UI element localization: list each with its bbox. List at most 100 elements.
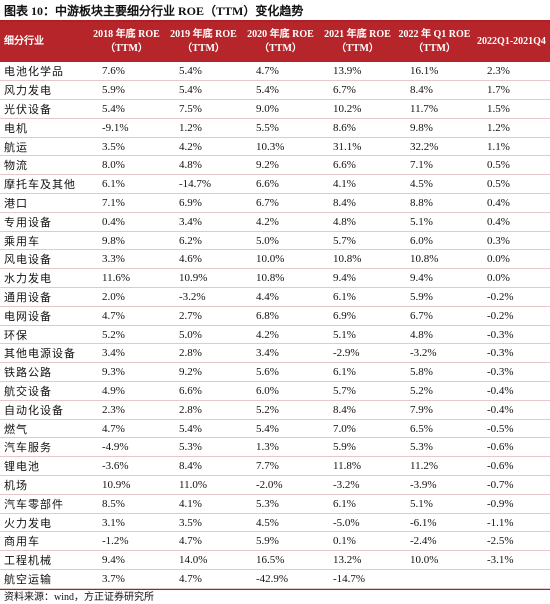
value-cell: 5.3% bbox=[396, 437, 473, 458]
value-cell: 9.2% bbox=[242, 155, 319, 176]
value-cell: 3.5% bbox=[88, 137, 165, 157]
table-row: 风电设备 3.3% 4.6% 10.0% 10.8% 10.8% 0.0% bbox=[0, 249, 550, 270]
value-cell: 11.7% bbox=[396, 99, 473, 119]
value-cell: 6.6% bbox=[242, 174, 319, 195]
value-cell: -0.3% bbox=[473, 362, 550, 383]
table-row: 航运 3.5% 4.2% 10.3% 31.1% 32.2% 1.1% bbox=[0, 137, 550, 157]
header-row: 细分行业 2018 年底 ROE（TTM） 2019 年底 ROE（TTM） 2020… bbox=[0, 22, 550, 62]
value-cell: 4.2% bbox=[165, 137, 242, 157]
table-row: 水力发电 11.6% 10.9% 10.8% 9.4% 9.4% 0.0% bbox=[0, 268, 550, 289]
value-cell: 4.2% bbox=[242, 325, 319, 345]
table-row: 机场 10.9% 11.0% -2.0% -3.2% -3.9% -0.7% bbox=[0, 475, 550, 495]
value-cell: 6.1% bbox=[319, 494, 396, 514]
value-cell: 8.6% bbox=[319, 118, 396, 138]
table-row: 风力发电 5.9% 5.4% 5.4% 6.7% 8.4% 1.7% bbox=[0, 80, 550, 101]
value-cell: 5.4% bbox=[88, 99, 165, 119]
value-cell: 4.8% bbox=[165, 155, 242, 176]
industry-cell: 光伏设备 bbox=[0, 99, 88, 119]
value-cell bbox=[473, 569, 550, 589]
industry-cell: 锂电池 bbox=[0, 456, 88, 477]
industry-cell: 商用车 bbox=[0, 531, 88, 552]
value-cell: -14.7% bbox=[165, 174, 242, 195]
value-cell: 8.5% bbox=[88, 494, 165, 514]
value-cell: 32.2% bbox=[396, 137, 473, 157]
value-cell: 9.8% bbox=[88, 231, 165, 251]
value-cell: 4.7% bbox=[88, 419, 165, 439]
value-cell: 7.7% bbox=[242, 456, 319, 477]
value-cell: -0.3% bbox=[473, 325, 550, 345]
value-cell: 7.1% bbox=[88, 193, 165, 213]
table-row: 其他电源设备 3.4% 2.8% 3.4% -2.9% -3.2% -0.3% bbox=[0, 343, 550, 364]
value-cell: 5.2% bbox=[396, 381, 473, 401]
value-cell: 8.0% bbox=[88, 155, 165, 176]
value-cell: -2.0% bbox=[242, 475, 319, 495]
value-cell: 0.0% bbox=[473, 268, 550, 289]
table-body: 电池化学品 7.6% 5.4% 4.7% 13.9% 16.1% 2.3% 风力发电 5.9% 5… bbox=[0, 62, 550, 589]
value-cell: 9.2% bbox=[165, 362, 242, 383]
value-cell: -3.2% bbox=[319, 475, 396, 495]
value-cell: 6.1% bbox=[88, 174, 165, 195]
value-cell: -0.9% bbox=[473, 494, 550, 514]
value-cell: 5.8% bbox=[396, 362, 473, 383]
value-cell: 1.2% bbox=[473, 118, 550, 138]
value-cell: -0.6% bbox=[473, 456, 550, 477]
value-cell: 5.4% bbox=[165, 62, 242, 82]
value-cell: 4.9% bbox=[88, 381, 165, 401]
table-row: 航空运输 3.7% 4.7% -42.9% -14.7% bbox=[0, 569, 550, 589]
value-cell: 5.0% bbox=[165, 325, 242, 345]
industry-cell: 工程机械 bbox=[0, 550, 88, 571]
value-cell: 3.4% bbox=[242, 343, 319, 364]
value-cell: 1.5% bbox=[473, 99, 550, 119]
value-cell: 0.1% bbox=[319, 531, 396, 552]
value-cell: 10.9% bbox=[165, 268, 242, 289]
table-row: 环保 5.2% 5.0% 4.2% 5.1% 4.8% -0.3% bbox=[0, 325, 550, 345]
industry-cell: 汽车服务 bbox=[0, 437, 88, 458]
value-cell: 0.0% bbox=[473, 249, 550, 270]
value-cell: 5.0% bbox=[242, 231, 319, 251]
value-cell: 6.7% bbox=[319, 80, 396, 101]
value-cell: 11.6% bbox=[88, 268, 165, 289]
value-cell: 1.3% bbox=[242, 437, 319, 458]
value-cell: 4.2% bbox=[242, 212, 319, 232]
table-row: 港口 7.1% 6.9% 6.7% 8.4% 8.8% 0.4% bbox=[0, 193, 550, 213]
value-cell bbox=[396, 569, 473, 589]
value-cell: -0.2% bbox=[473, 287, 550, 307]
value-cell: -3.2% bbox=[396, 343, 473, 364]
value-cell: 8.4% bbox=[319, 400, 396, 420]
value-cell: 14.0% bbox=[165, 550, 242, 571]
value-cell: 4.8% bbox=[396, 325, 473, 345]
value-cell: 13.2% bbox=[319, 550, 396, 571]
value-cell: 2.0% bbox=[88, 287, 165, 307]
value-cell: 4.8% bbox=[319, 212, 396, 232]
roe-table: 细分行业 2018 年底 ROE（TTM） 2019 年底 ROE（TTM） 2020… bbox=[0, 22, 550, 589]
table-row: 锂电池 -3.6% 8.4% 7.7% 11.8% 11.2% -0.6% bbox=[0, 456, 550, 477]
value-cell: 6.2% bbox=[165, 231, 242, 251]
value-cell: 6.7% bbox=[242, 193, 319, 213]
value-cell: 6.0% bbox=[396, 231, 473, 251]
table-row: 物流 8.0% 4.8% 9.2% 6.6% 7.1% 0.5% bbox=[0, 155, 550, 176]
value-cell: 6.5% bbox=[396, 419, 473, 439]
industry-cell: 专用设备 bbox=[0, 212, 88, 232]
value-cell: -0.4% bbox=[473, 400, 550, 420]
value-cell: 11.0% bbox=[165, 475, 242, 495]
value-cell: -1.1% bbox=[473, 513, 550, 533]
value-cell: 6.7% bbox=[396, 306, 473, 326]
industry-cell: 航空运输 bbox=[0, 569, 88, 589]
value-cell: 10.0% bbox=[396, 550, 473, 571]
table-row: 摩托车及其他 6.1% -14.7% 6.6% 4.1% 4.5% 0.5% bbox=[0, 174, 550, 195]
value-cell: 5.4% bbox=[165, 419, 242, 439]
value-cell: 1.2% bbox=[165, 118, 242, 138]
value-cell: 4.7% bbox=[165, 531, 242, 552]
value-cell: 13.9% bbox=[319, 62, 396, 82]
value-cell: 5.4% bbox=[242, 80, 319, 101]
value-cell: 5.9% bbox=[319, 437, 396, 458]
value-cell: -3.9% bbox=[396, 475, 473, 495]
value-cell: 5.7% bbox=[319, 381, 396, 401]
value-cell: 10.8% bbox=[396, 249, 473, 270]
table-row: 专用设备 0.4% 3.4% 4.2% 4.8% 5.1% 0.4% bbox=[0, 212, 550, 232]
value-cell: 3.4% bbox=[88, 343, 165, 364]
value-cell: 1.1% bbox=[473, 137, 550, 157]
value-cell: 5.5% bbox=[242, 118, 319, 138]
value-cell: 16.1% bbox=[396, 62, 473, 82]
industry-cell: 铁路公路 bbox=[0, 362, 88, 383]
